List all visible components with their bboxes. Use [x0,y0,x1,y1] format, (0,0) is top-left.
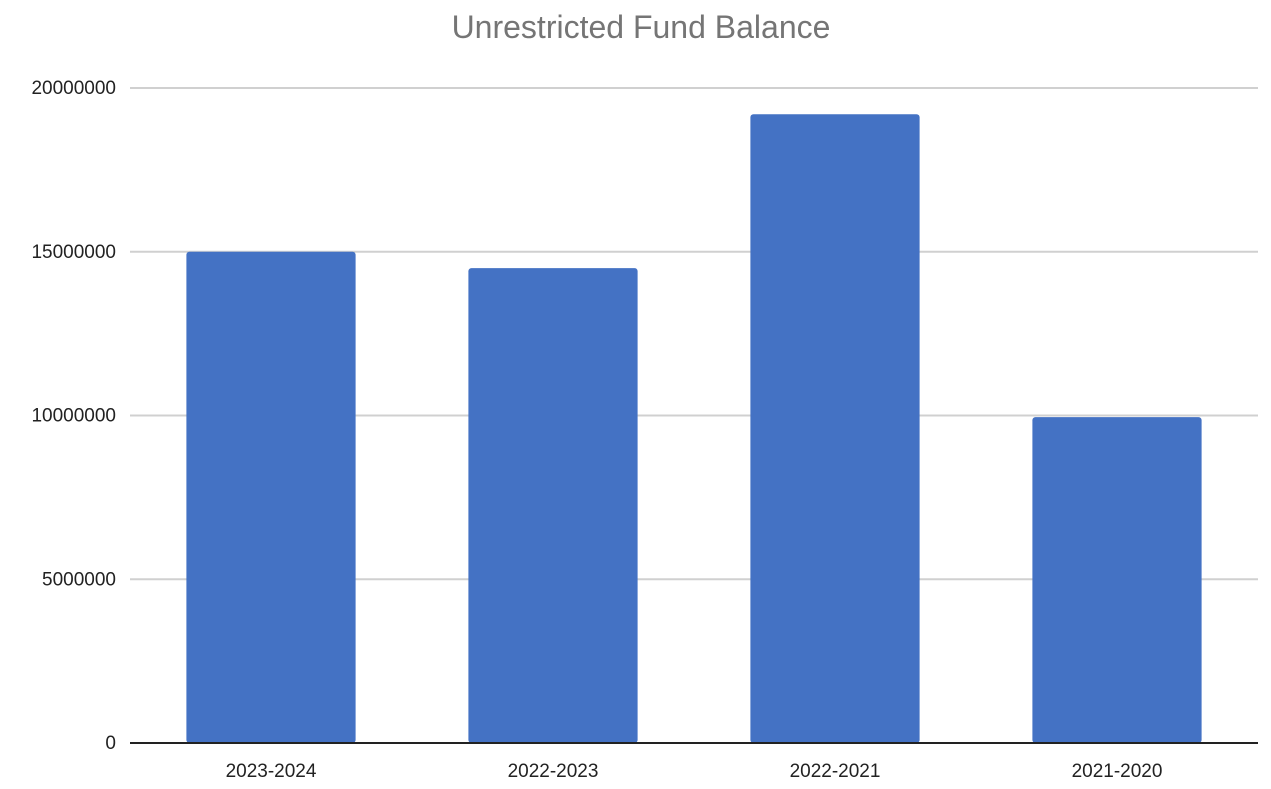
chart-title: Unrestricted Fund Balance [452,9,831,45]
bar-2023-2024 [186,251,356,743]
y-axis-ticks: 0 5000000 10000000 15000000 20000000 [31,78,116,754]
y-tick-label: 0 [105,733,116,754]
y-tick-label: 15000000 [31,242,116,263]
x-tick-label: 2021-2020 [1072,761,1163,782]
x-tick-label: 2023-2024 [226,761,317,782]
y-tick-label: 20000000 [31,78,116,99]
bar-2022-2021 [750,114,920,743]
x-axis-ticks: 2023-2024 2022-2023 2022-2021 2021-2020 [226,761,1163,782]
x-tick-label: 2022-2021 [790,761,881,782]
bar-2022-2023 [468,268,638,743]
y-tick-label: 5000000 [42,569,116,590]
x-tick-label: 2022-2023 [508,761,599,782]
bar-2021-2020 [1032,417,1202,743]
y-tick-label: 10000000 [31,406,116,427]
bars [186,114,1202,743]
